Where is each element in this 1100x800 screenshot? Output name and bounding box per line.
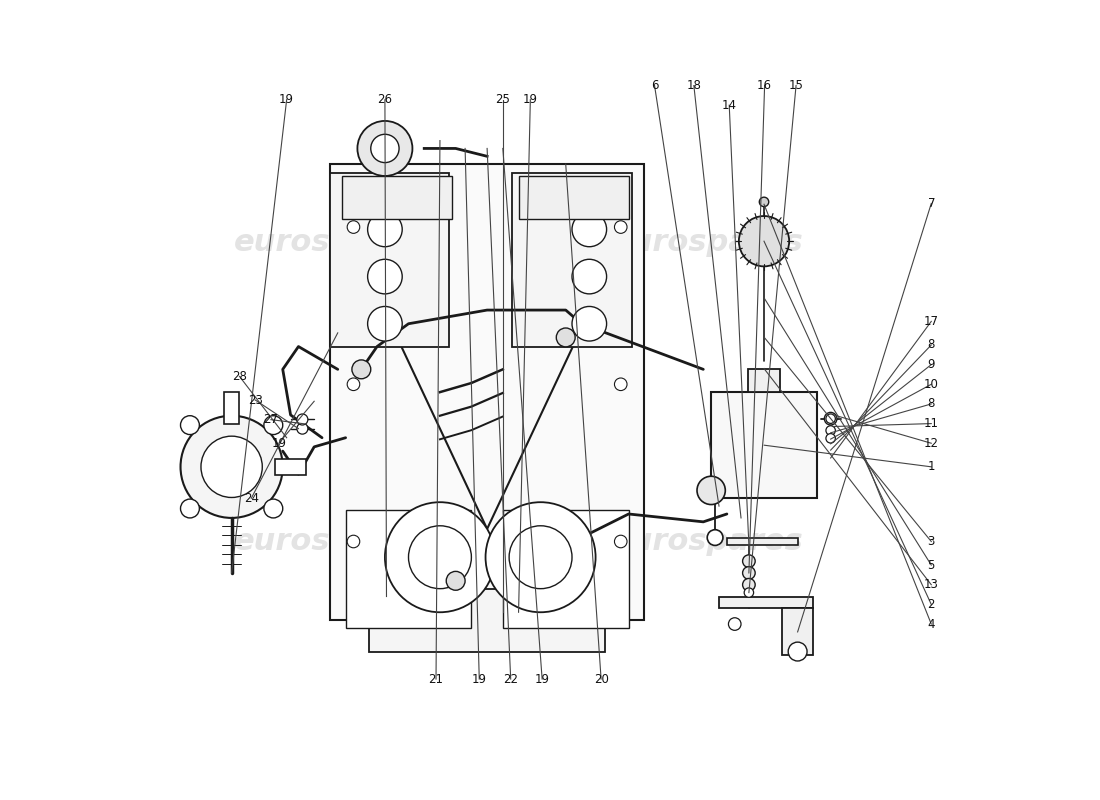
Circle shape: [826, 414, 835, 423]
Bar: [748, 369, 780, 392]
Circle shape: [789, 642, 807, 661]
Text: 23: 23: [248, 394, 263, 406]
Circle shape: [697, 476, 725, 505]
Circle shape: [367, 212, 403, 246]
Bar: [275, 459, 306, 474]
Bar: [223, 392, 240, 423]
Text: 19: 19: [535, 673, 550, 686]
Text: 19: 19: [472, 673, 487, 686]
Text: 8: 8: [927, 338, 935, 351]
Bar: [518, 176, 628, 219]
Text: 11: 11: [924, 417, 938, 430]
Text: 19: 19: [522, 94, 538, 106]
Text: 16: 16: [757, 79, 772, 92]
Text: 10: 10: [924, 378, 938, 390]
Text: 4: 4: [927, 618, 935, 630]
Text: 8: 8: [927, 398, 935, 410]
Circle shape: [615, 378, 627, 390]
Text: 28: 28: [232, 370, 246, 383]
Circle shape: [742, 555, 756, 567]
Circle shape: [572, 306, 606, 341]
Text: 18: 18: [686, 79, 702, 92]
Bar: [782, 608, 813, 655]
Text: 20: 20: [594, 673, 608, 686]
Text: 1: 1: [927, 460, 935, 474]
Text: 2: 2: [927, 598, 935, 611]
Text: 7: 7: [927, 197, 935, 210]
Circle shape: [348, 221, 360, 234]
Text: 22: 22: [503, 673, 518, 686]
Bar: [330, 174, 450, 346]
Circle shape: [739, 216, 789, 266]
Text: 5: 5: [927, 558, 935, 571]
Text: 25: 25: [495, 94, 510, 106]
Circle shape: [615, 221, 627, 234]
Circle shape: [352, 360, 371, 378]
Circle shape: [297, 423, 308, 434]
Circle shape: [297, 414, 308, 425]
Circle shape: [572, 212, 606, 246]
Circle shape: [615, 535, 627, 548]
Circle shape: [367, 306, 403, 341]
Bar: [342, 176, 452, 219]
Circle shape: [824, 412, 837, 425]
Bar: [513, 174, 631, 346]
Circle shape: [201, 436, 262, 498]
Circle shape: [348, 378, 360, 390]
Text: 6: 6: [651, 79, 658, 92]
Bar: [330, 164, 645, 620]
Text: 19: 19: [279, 94, 294, 106]
Circle shape: [742, 566, 756, 579]
Text: 17: 17: [924, 315, 938, 328]
Circle shape: [180, 416, 199, 434]
Bar: [370, 589, 605, 651]
Text: 3: 3: [927, 535, 935, 548]
Text: eurospares: eurospares: [610, 527, 804, 556]
Text: eurospares: eurospares: [610, 228, 804, 258]
Circle shape: [358, 121, 412, 176]
Bar: [719, 597, 813, 608]
Text: 21: 21: [429, 673, 443, 686]
Text: eurospares: eurospares: [233, 527, 427, 556]
Circle shape: [826, 426, 835, 435]
Circle shape: [367, 259, 403, 294]
Text: 26: 26: [377, 94, 393, 106]
Circle shape: [371, 134, 399, 162]
Circle shape: [348, 535, 360, 548]
Bar: [727, 538, 798, 546]
Bar: [503, 510, 628, 628]
Text: 12: 12: [924, 437, 938, 450]
Circle shape: [180, 499, 199, 518]
Circle shape: [742, 578, 756, 591]
Text: 24: 24: [244, 492, 258, 505]
Text: 15: 15: [789, 79, 803, 92]
Circle shape: [385, 502, 495, 612]
Circle shape: [485, 502, 595, 612]
Text: eurospares: eurospares: [233, 228, 427, 258]
Text: 9: 9: [927, 358, 935, 371]
Text: 13: 13: [924, 578, 938, 591]
Circle shape: [745, 588, 754, 598]
Text: 27: 27: [263, 413, 278, 426]
Circle shape: [180, 416, 283, 518]
Circle shape: [264, 499, 283, 518]
Circle shape: [728, 618, 741, 630]
Circle shape: [707, 530, 723, 546]
Circle shape: [264, 416, 283, 434]
Circle shape: [557, 328, 575, 347]
Circle shape: [826, 434, 835, 443]
Circle shape: [572, 259, 606, 294]
Text: 14: 14: [722, 98, 737, 112]
Circle shape: [759, 197, 769, 206]
Bar: [345, 510, 472, 628]
Circle shape: [509, 526, 572, 589]
Bar: [712, 392, 817, 498]
Circle shape: [408, 526, 472, 589]
Circle shape: [447, 571, 465, 590]
Text: 19: 19: [272, 437, 286, 450]
